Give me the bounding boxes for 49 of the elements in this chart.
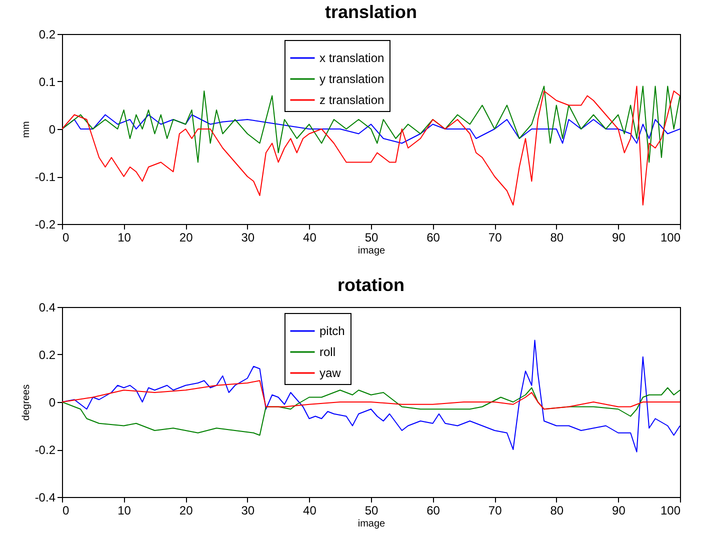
y-tick-label: 0.4 (38, 300, 56, 314)
x-tick-label: 80 (550, 504, 564, 518)
x-tick-label: 90 (612, 504, 626, 518)
x-tick-label: 10 (118, 230, 132, 244)
legend-label: yaw (319, 366, 342, 380)
chart-title: rotation (338, 275, 404, 295)
y-tick-label: -0.1 (34, 170, 56, 184)
legend-label: pitch (319, 324, 345, 338)
x-tick-label: 20 (179, 504, 194, 518)
line-series (62, 387, 680, 436)
x-tick-label: 80 (550, 230, 564, 244)
y-tick-label: 0 (48, 396, 56, 410)
y-tick-label: -0.2 (34, 218, 56, 232)
x-tick-label: 60 (426, 504, 440, 518)
line-series (62, 380, 680, 410)
x-tick-label: 90 (612, 230, 626, 244)
y-axis-title: mm (20, 121, 32, 138)
x-tick-label: 70 (488, 230, 502, 244)
x-tick-label: 100 (660, 230, 681, 244)
x-tick-label: 50 (364, 504, 378, 518)
y-tick-label: 0.1 (38, 75, 56, 89)
x-tick-label: 30 (241, 504, 255, 518)
legend-label: roll (319, 345, 336, 359)
y-tick-label: -0.4 (34, 490, 56, 504)
y-axis-title: degrees (20, 384, 32, 421)
x-tick-label: 40 (303, 230, 317, 244)
x-axis-title: image (358, 518, 386, 530)
x-tick-label: 60 (426, 230, 440, 244)
y-tick-label: 0 (48, 122, 56, 136)
y-tick-label: -0.2 (34, 443, 56, 457)
legend-label: y translation (319, 72, 384, 86)
x-tick-label: 10 (118, 504, 132, 518)
x-tick-label: 100 (660, 504, 681, 518)
x-tick-label: 0 (62, 504, 70, 518)
legend-label: z translation (319, 93, 384, 107)
x-tick-label: 20 (179, 230, 194, 244)
x-tick-label: 40 (303, 504, 317, 518)
line-series (62, 86, 680, 163)
y-tick-label: 0.2 (38, 348, 56, 362)
x-tick-label: 70 (488, 504, 502, 518)
legend-label: x translation (319, 51, 384, 65)
x-axis-title: image (358, 246, 386, 256)
y-tick-label: 0.2 (38, 28, 56, 42)
x-tick-label: 0 (62, 230, 70, 244)
line-series (62, 86, 680, 206)
line-series (62, 340, 680, 452)
x-tick-label: 50 (364, 230, 378, 244)
x-tick-label: 30 (241, 230, 255, 244)
chart-title: translation (324, 2, 418, 22)
